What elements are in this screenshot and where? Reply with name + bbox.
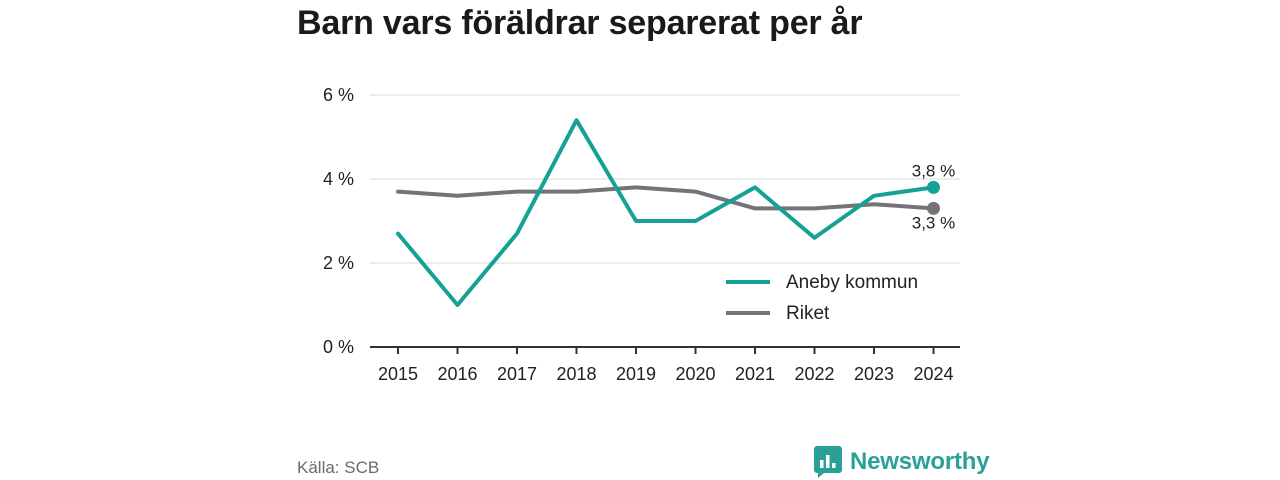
series-line-riket — [396, 185, 936, 211]
x-tick-label: 2019 — [616, 364, 656, 384]
y-tick-label: 2 % — [323, 253, 354, 273]
legend-label: Riket — [786, 303, 830, 324]
data-label: 3,3 % — [912, 213, 955, 232]
y-tick-label: 4 % — [323, 169, 354, 189]
x-tick-label: 2015 — [378, 364, 418, 384]
y-tick-label: 0 % — [323, 337, 354, 357]
y-tick-label: 6 % — [323, 85, 354, 105]
source-label: Källa: SCB — [297, 458, 380, 477]
x-tick-label: 2021 — [735, 364, 775, 384]
x-tick-label: 2023 — [854, 364, 894, 384]
series-line-aneby — [396, 118, 936, 307]
series-end-point — [927, 180, 940, 194]
chart-title: Barn vars föräldrar separerat per år — [297, 4, 863, 42]
data-label: 3,8 % — [912, 161, 955, 180]
x-tick-label: 2022 — [794, 364, 834, 384]
x-tick-label: 2020 — [675, 364, 715, 384]
brand-logo: Newsworthy — [814, 446, 990, 478]
brand-name: Newsworthy — [850, 448, 990, 475]
x-tick-label: 2024 — [913, 364, 953, 384]
x-tick-label: 2016 — [437, 364, 477, 384]
newsworthy-logo-icon — [814, 446, 842, 478]
legend-label: Aneby kommun — [786, 272, 918, 293]
x-tick-label: 2017 — [497, 364, 537, 384]
series-end-point — [927, 201, 940, 215]
x-tick-label: 2018 — [556, 364, 596, 384]
